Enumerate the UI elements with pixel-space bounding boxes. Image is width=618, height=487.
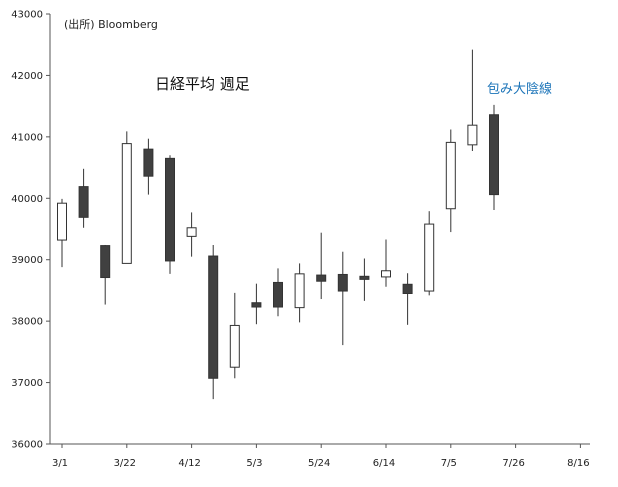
candle-body-bearish xyxy=(273,281,283,308)
candle-body-bullish xyxy=(186,227,197,237)
candle-body-bearish xyxy=(100,245,111,279)
candle-body-bullish xyxy=(121,143,132,264)
y-tick-label: 37000 xyxy=(11,378,43,389)
y-tick-label: 36000 xyxy=(11,440,43,451)
candle-body-bearish xyxy=(165,157,175,262)
y-tick-label: 43000 xyxy=(11,10,43,21)
x-tick-label: 5/3 xyxy=(246,458,262,469)
candle-body-bullish xyxy=(57,202,67,241)
x-tick-label: 4/12 xyxy=(178,458,200,469)
x-tick-label: 8/16 xyxy=(567,458,589,469)
x-tick-label: 6/14 xyxy=(373,458,395,469)
candle-body-bearish xyxy=(251,302,262,308)
candle-body-bearish xyxy=(402,283,413,294)
axes: 36000 37000 38000 39000 40000 41000 42000 43000… xyxy=(11,10,590,469)
y-tick-label: 39000 xyxy=(11,255,43,266)
candles xyxy=(57,49,499,400)
candle-body-bearish xyxy=(78,186,89,218)
chart-title: 日経平均 週足 xyxy=(155,75,250,93)
candle-body-bullish xyxy=(294,273,305,309)
x-tick-label: 7/26 xyxy=(502,458,524,469)
x-tick-label: 7/5 xyxy=(441,458,457,469)
x-tick-label: 3/1 xyxy=(52,458,68,469)
x-tick-label: 5/24 xyxy=(308,458,330,469)
y-tick-label: 40000 xyxy=(11,194,43,205)
candle-body-bullish xyxy=(467,124,478,146)
y-tick-label: 38000 xyxy=(11,317,43,328)
x-tick-label: 3/22 xyxy=(114,458,136,469)
y-tick-label: 41000 xyxy=(11,132,43,143)
candle-body-bullish xyxy=(381,270,391,278)
y-tick-label: 42000 xyxy=(11,71,43,82)
source-label: (出所) Bloomberg xyxy=(64,17,158,31)
candle-body-bearish xyxy=(489,114,499,196)
candle-body-bullish xyxy=(445,141,456,210)
candle-body-bearish xyxy=(359,275,370,280)
candle-body-bearish xyxy=(337,273,348,292)
annotations: 流星包み大陰線 xyxy=(487,81,552,97)
candle-body-bullish xyxy=(424,223,435,292)
candle-body-bearish xyxy=(143,148,154,177)
candle-body-bearish xyxy=(208,255,219,379)
candle-body-bearish xyxy=(316,274,327,282)
annotation-label: 包み大陰線 xyxy=(487,81,552,97)
candle-body-bullish xyxy=(229,324,240,368)
